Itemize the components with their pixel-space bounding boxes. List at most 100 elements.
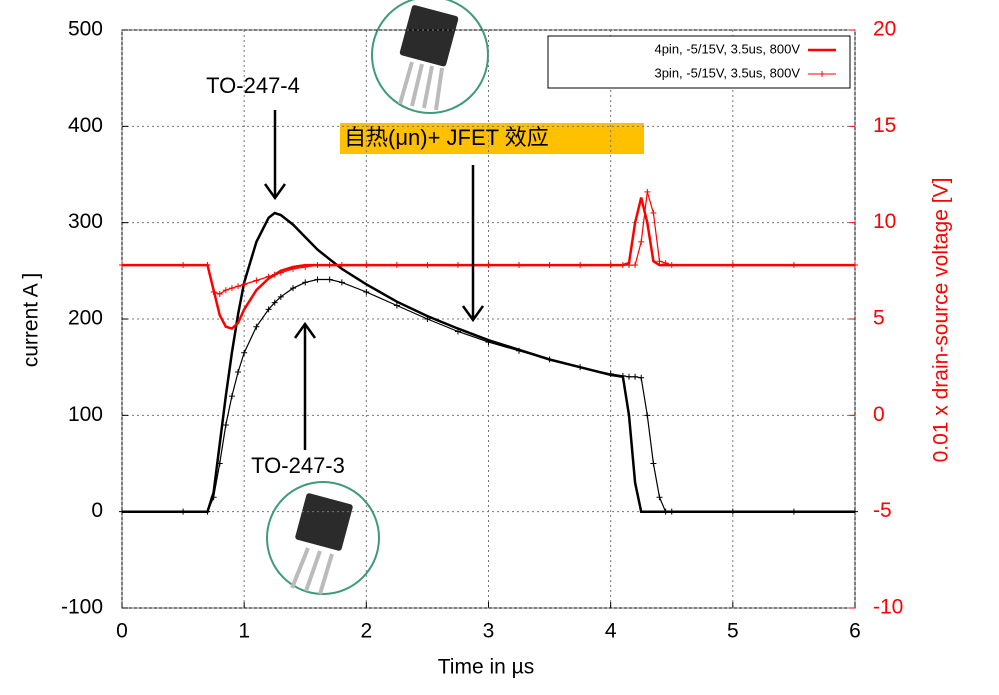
- point-marker: [393, 262, 400, 269]
- point-marker: [485, 262, 492, 269]
- point-marker: [632, 373, 639, 380]
- point-marker: [638, 238, 645, 245]
- point-marker: [662, 260, 669, 267]
- point-marker: [338, 279, 345, 286]
- arrow: [293, 321, 317, 450]
- y2-tick-label: 10: [873, 210, 896, 233]
- legend-label: 3pin, -5/15V, 3.5us, 800V: [654, 65, 800, 80]
- package-body: [399, 5, 459, 67]
- y-tick-label: 100: [68, 403, 103, 426]
- point-marker: [222, 421, 229, 428]
- y-tick-label: 400: [68, 114, 103, 137]
- decorations: [266, 0, 644, 595]
- point-marker: [625, 373, 632, 380]
- y-tick-label: 200: [68, 307, 103, 330]
- point-marker: [790, 262, 797, 269]
- point-marker: [577, 262, 584, 269]
- point-marker: [516, 347, 523, 354]
- y2-tick-label: -5: [873, 499, 892, 522]
- point-marker: [204, 262, 211, 269]
- point-marker: [516, 262, 523, 269]
- y2-tick-label: -10: [873, 596, 903, 619]
- point-marker: [253, 277, 260, 284]
- y2-tick-label: 15: [873, 114, 896, 137]
- point-marker: [290, 285, 297, 292]
- y2-axis-title: 0.01 x drain-source voltage [V]: [930, 178, 953, 463]
- annotation: 自热(μn)+ JFET 效应: [344, 125, 549, 150]
- point-marker: [632, 262, 639, 269]
- point-marker: [363, 262, 370, 269]
- x-tick-label: 4: [605, 620, 617, 643]
- point-marker: [852, 508, 858, 515]
- point-marker: [790, 508, 797, 515]
- point-marker: [577, 364, 584, 371]
- point-marker: [265, 306, 272, 313]
- point-marker: [326, 276, 333, 283]
- point-marker: [729, 262, 736, 269]
- point-marker: [485, 339, 492, 346]
- point-marker: [662, 508, 669, 515]
- x-tick-label: 0: [116, 620, 128, 643]
- x-tick-label: 6: [849, 620, 861, 643]
- point-marker: [216, 290, 223, 297]
- point-marker: [241, 349, 248, 356]
- y-axis-title: current A ]: [20, 273, 43, 368]
- point-marker: [424, 262, 431, 269]
- point-marker: [210, 494, 217, 501]
- y-tick-label: 300: [68, 210, 103, 233]
- point-marker: [277, 269, 284, 276]
- point-marker: [607, 262, 614, 269]
- series-line: [122, 211, 855, 513]
- y2-tick-label: 5: [873, 307, 885, 330]
- point-marker: [546, 262, 553, 269]
- arrow: [461, 165, 485, 323]
- package-pins: [398, 61, 444, 111]
- point-marker: [314, 262, 321, 269]
- point-marker: [656, 258, 663, 265]
- x-tick-label: 1: [238, 620, 250, 643]
- point-marker: [210, 289, 217, 296]
- point-marker: [668, 262, 675, 269]
- y2-tick-label: 0: [873, 403, 885, 426]
- point-marker: [180, 508, 187, 515]
- point-marker: [668, 508, 675, 515]
- point-marker: [644, 412, 651, 419]
- point-marker: [228, 285, 235, 292]
- point-marker: [271, 271, 278, 278]
- point-marker: [650, 460, 657, 467]
- y-tick-label: 500: [68, 18, 103, 41]
- x-tick-label: 5: [727, 620, 739, 643]
- point-marker: [314, 276, 321, 283]
- legend-label: 4pin, -5/15V, 3.5us, 800V: [654, 41, 800, 56]
- x-tick-label: 2: [360, 620, 372, 643]
- x-axis-title: Time in µs: [438, 656, 535, 679]
- point-marker: [363, 289, 370, 296]
- point-marker: [253, 323, 260, 330]
- point-marker: [393, 302, 400, 309]
- y2-tick-label: 20: [873, 18, 896, 41]
- point-marker: [656, 494, 663, 501]
- series-line: [122, 191, 855, 295]
- point-marker: [216, 460, 223, 467]
- y-tick-label: -100: [61, 596, 103, 619]
- point-marker: [619, 262, 626, 269]
- point-marker: [638, 374, 645, 381]
- point-marker: [338, 262, 345, 269]
- point-marker: [228, 393, 235, 400]
- x-tick-label: 3: [483, 620, 495, 643]
- annotation-highlight: [340, 123, 644, 154]
- point-marker: [235, 368, 242, 375]
- point-marker: [729, 508, 736, 515]
- package-body: [295, 493, 353, 551]
- plot-area: [119, 29, 858, 609]
- point-marker: [326, 262, 333, 269]
- arrow: [263, 110, 287, 201]
- point-marker: [650, 210, 657, 217]
- package-pins: [290, 547, 334, 595]
- point-marker: [302, 263, 309, 270]
- point-marker: [271, 299, 278, 306]
- point-marker: [235, 283, 242, 290]
- legend-box: [547, 35, 851, 89]
- point-marker: [222, 287, 229, 294]
